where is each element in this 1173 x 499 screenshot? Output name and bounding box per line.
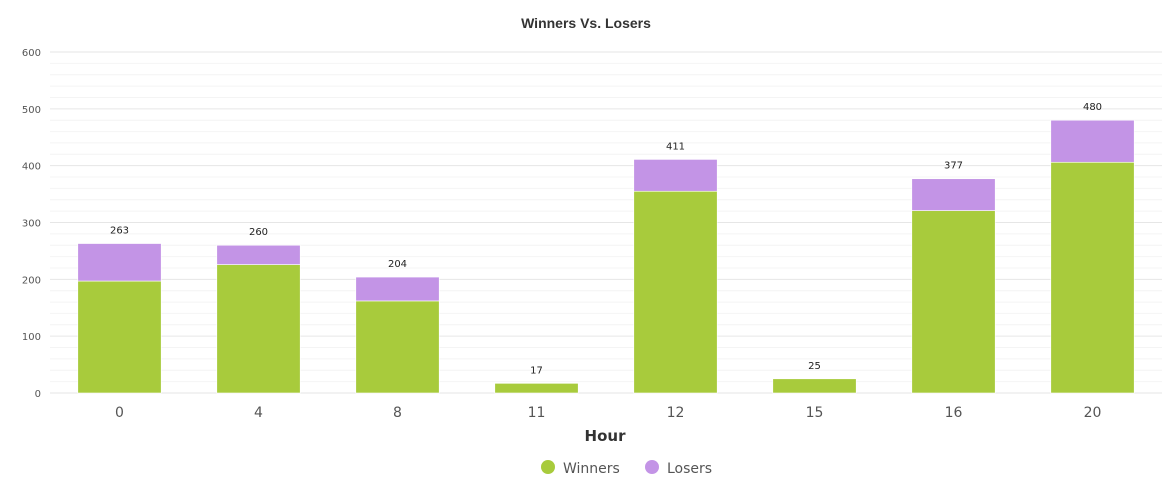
y-tick-label: 200 [22,275,41,286]
data-label-total-20: 480 [1083,102,1102,113]
bar-losers-16 [911,178,996,211]
y-axis: 0 100 200 300 400 500 600 [22,48,41,400]
y-tick-label: 600 [22,48,41,59]
bar-winners-12 [633,190,718,394]
y-tick-label: 300 [22,219,41,230]
x-tick-label: 0 [115,405,124,421]
y-tick-label: 0 [35,389,41,400]
bar-winners-15 [772,378,857,394]
data-label-total-4: 260 [249,227,268,238]
y-tick-label: 100 [22,332,41,343]
data-labels: 263 260 204 17 411 25 377 480 [110,102,1102,376]
legend-item-winners[interactable]: Winners [541,460,620,477]
x-tick-label: 8 [393,405,402,421]
bars [77,119,1135,394]
bar-winners-4 [216,264,301,394]
legend-marker-winners [541,460,555,474]
data-label-total-12: 411 [666,141,685,152]
y-tick-label: 500 [22,105,41,116]
chart-title: Winners Vs. Losers [521,15,651,31]
data-label-total-0: 263 [110,226,129,237]
y-tick-label: 400 [22,162,41,173]
bar-winners-20 [1050,161,1135,394]
bar-losers-0 [77,243,162,282]
bar-winners-11 [494,383,579,394]
x-tick-label: 11 [528,405,546,421]
legend-label-winners: Winners [563,461,620,477]
x-axis: 0 4 8 11 12 15 16 20 [115,405,1101,421]
x-tick-label: 20 [1084,405,1102,421]
bar-losers-8 [355,276,440,302]
legend-item-losers[interactable]: Losers [645,460,712,477]
bar-losers-4 [216,244,301,265]
legend: Winners Losers [541,460,712,477]
x-tick-label: 12 [667,405,685,421]
data-label-total-11: 17 [530,365,543,376]
x-tick-label: 4 [254,405,263,421]
data-label-total-8: 204 [388,259,407,270]
x-tick-label: 16 [945,405,963,421]
x-axis-title: Hour [585,427,627,445]
legend-marker-losers [645,460,659,474]
x-tick-label: 15 [806,405,824,421]
legend-label-losers: Losers [667,461,712,477]
bar-winners-0 [77,280,162,394]
data-label-total-16: 377 [944,161,963,172]
bar-losers-20 [1050,119,1135,163]
bar-winners-16 [911,210,996,394]
data-label-total-15: 25 [808,361,821,372]
bar-losers-12 [633,159,718,192]
bar-winners-8 [355,300,440,394]
